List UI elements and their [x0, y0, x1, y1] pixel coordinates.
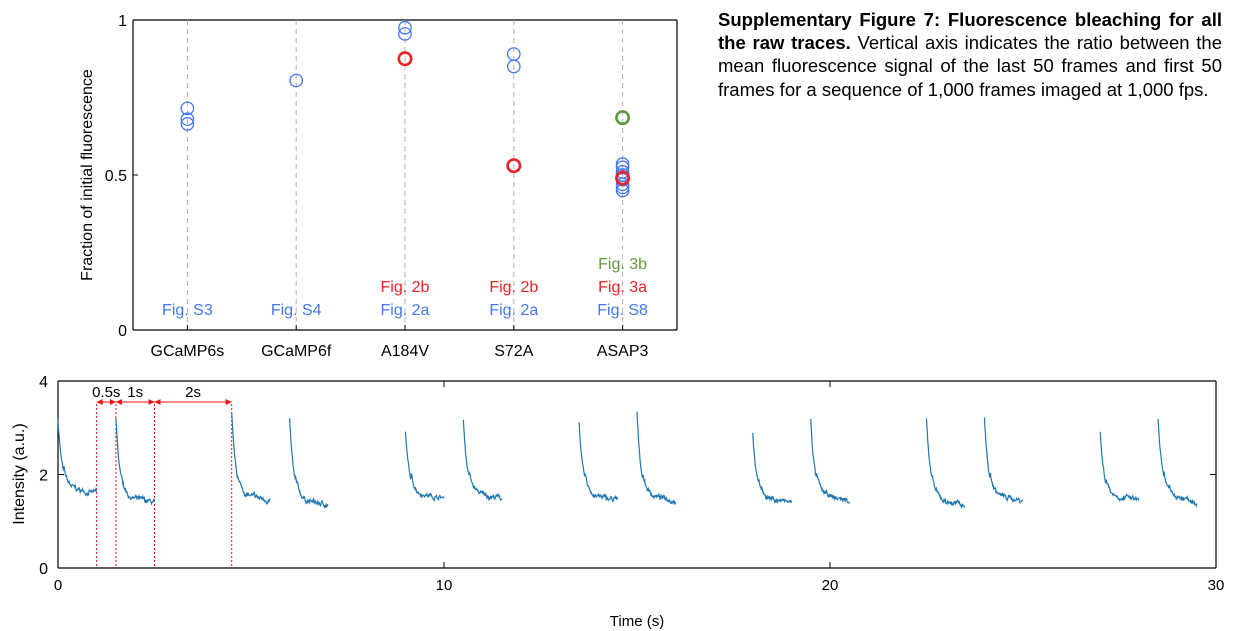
figure-ref-label: Fig. 3a [598, 279, 647, 296]
figure-ref-label: Fig. 2a [489, 302, 538, 319]
figure-ref-label: Fig. 3b [598, 256, 647, 273]
figure-caption: Supplementary Figure 7: Fluorescence ble… [718, 8, 1222, 101]
green-point [615, 110, 631, 126]
trace-segment-2 [115, 417, 156, 506]
blue-point [615, 180, 630, 195]
y-tick-label: 0.5 [105, 168, 127, 185]
red-point [506, 158, 522, 174]
trace-segment-11 [925, 418, 966, 510]
scatter-x-tick-labels: GCaMP6s GCaMP6f A184V S72A ASAP3 [151, 325, 649, 360]
timing-markers: 0.5s 1s 2s [92, 384, 233, 568]
trace-segment-3 [231, 412, 271, 505]
x-tick-label: ASAP3 [597, 343, 649, 360]
blue-point [506, 59, 521, 74]
red-point [397, 51, 413, 67]
trace-segment-6 [462, 419, 503, 502]
trace-segment-1 [57, 418, 98, 497]
blue-point [180, 101, 195, 116]
blue-point [180, 112, 195, 127]
arrowhead-left [115, 399, 122, 405]
figure-ref-label: Fig. S8 [597, 302, 648, 319]
trace-segment-9 [752, 432, 792, 505]
arrowhead-left [154, 399, 161, 405]
arrowhead-left [96, 399, 103, 405]
category-gridlines [186, 20, 624, 330]
x-tick-label: 0 [54, 577, 62, 594]
trace-plot: 0 10 20 30 0 2 4 0.5s 1s 2s Time (s) Intensity (… [11, 374, 1224, 630]
arrowhead-right [148, 399, 155, 405]
arrowhead-right [109, 399, 116, 405]
trace-segment-4 [289, 418, 329, 509]
trace-x-axis-label: Time (s) [610, 613, 664, 630]
figure-ref-label: Fig. S3 [162, 302, 213, 319]
x-tick-label: 10 [436, 577, 453, 594]
interval-label: 1s [127, 384, 143, 401]
blue-point [615, 157, 630, 171]
y-tick-label: 0 [39, 561, 48, 578]
x-tick-label: S72A [494, 343, 533, 360]
blue-point [180, 117, 195, 131]
figure-ref-label: Fig. S4 [271, 302, 322, 319]
figure-ref-label: Fig. 2b [489, 279, 538, 296]
trace-segment-7 [578, 422, 619, 504]
scatter-points [180, 20, 631, 198]
x-tick-label: GCaMP6f [261, 343, 332, 360]
x-tick-label: 20 [822, 577, 839, 594]
trace-y-axis-label: Intensity (a.u.) [11, 423, 28, 524]
blue-point [398, 27, 412, 41]
trace-segment-13 [1099, 431, 1140, 503]
y-tick-label: 2 [39, 468, 48, 485]
scatter-y-axis-label: Fraction of initial fluorescence [79, 69, 96, 281]
trace-segment-14 [1157, 418, 1198, 509]
y-tick-label: 0 [118, 323, 127, 340]
y-tick-label: 1 [118, 13, 127, 30]
figure-ref-label: Fig. 2b [381, 279, 430, 296]
red-point [615, 170, 631, 186]
trace-segment-12 [983, 417, 1024, 504]
trace-segment-10 [810, 418, 850, 504]
figure-ref-label: Fig. 2a [381, 302, 430, 319]
blue-point [398, 20, 412, 35]
trace-segment-5 [404, 431, 445, 502]
caption-body: Vertical axis indicates the ratio betwee… [718, 32, 1222, 100]
x-tick-label: 30 [1208, 577, 1225, 594]
scatter-plot: 00.51 GCaMP6s GCaMP6f A184V S72A ASAP3 Fig. … [79, 13, 678, 360]
interval-label: 0.5s [92, 384, 120, 401]
scatter-y-ticks: 00.51 [105, 13, 138, 340]
trace-ticks: 0 10 20 30 0 2 4 [39, 374, 1224, 594]
blue-point [615, 177, 630, 192]
arrowhead-right [225, 399, 232, 405]
caption-title: Supplementary Figure 7: Fluorescence ble… [718, 9, 1222, 54]
figure-reference-labels: Fig. S3 Fig. S4 Fig. 2b Fig. 2a Fig. 2b Fig. … [162, 256, 648, 319]
interval-label: 2s [185, 384, 201, 401]
blue-point [289, 73, 304, 88]
intensity-traces [57, 411, 1198, 510]
y-tick-label: 4 [39, 374, 48, 391]
x-tick-label: GCaMP6s [151, 343, 225, 360]
trace-segment-8 [636, 411, 677, 506]
x-tick-label: A184V [381, 343, 429, 360]
